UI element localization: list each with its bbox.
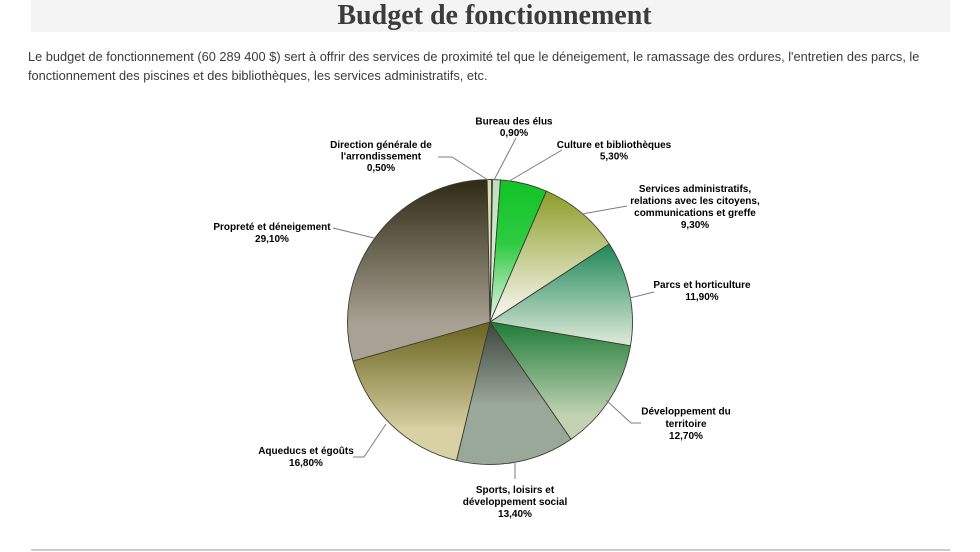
svg-text:communications et greffe: communications et greffe: [634, 208, 756, 219]
svg-text:Direction générale de: Direction générale de: [330, 140, 432, 151]
svg-text:Aqueducs et égoûts: Aqueducs et égoûts: [258, 446, 354, 457]
svg-text:0,90%: 0,90%: [500, 128, 528, 139]
svg-text:5,30%: 5,30%: [600, 152, 628, 163]
svg-text:Développement du: Développement du: [641, 407, 730, 418]
svg-text:Culture et bibliothèques: Culture et bibliothèques: [557, 140, 672, 151]
svg-text:Services administratifs,: Services administratifs,: [639, 184, 751, 195]
svg-text:développement social: développement social: [463, 497, 568, 508]
svg-text:13,40%: 13,40%: [498, 509, 532, 520]
svg-text:territoire: territoire: [665, 419, 707, 430]
svg-text:Bureau des élus: Bureau des élus: [475, 117, 553, 128]
svg-text:11,90%: 11,90%: [685, 292, 718, 303]
svg-text:12,70%: 12,70%: [669, 431, 703, 442]
svg-text:Sports, loisirs et: Sports, loisirs et: [476, 485, 555, 496]
svg-text:9,30%: 9,30%: [681, 220, 709, 231]
svg-text:29,10%: 29,10%: [255, 234, 289, 245]
svg-text:Parcs et horticulture: Parcs et horticulture: [653, 280, 751, 291]
svg-text:relations avec les citoyens,: relations avec les citoyens,: [630, 196, 760, 207]
svg-text:l'arrondissement: l'arrondissement: [341, 152, 422, 163]
svg-text:16,80%: 16,80%: [289, 458, 323, 469]
svg-text:Propreté et déneigement: Propreté et déneigement: [213, 222, 331, 233]
svg-text:0,50%: 0,50%: [367, 163, 395, 174]
